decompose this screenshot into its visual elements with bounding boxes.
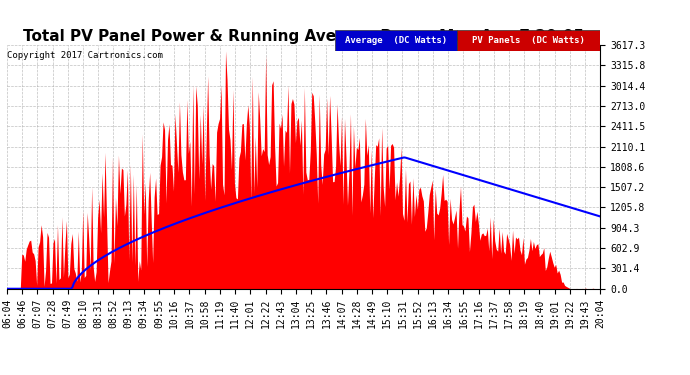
Text: PV Panels  (DC Watts): PV Panels (DC Watts) bbox=[472, 36, 585, 45]
Text: Average  (DC Watts): Average (DC Watts) bbox=[345, 36, 447, 45]
Bar bbox=[457, 30, 600, 51]
Title: Total PV Panel Power & Running Average Power Mon Aug 7 20:05: Total PV Panel Power & Running Average P… bbox=[23, 29, 584, 44]
Text: Copyright 2017 Cartronics.com: Copyright 2017 Cartronics.com bbox=[7, 51, 163, 60]
Bar bbox=[335, 30, 457, 51]
